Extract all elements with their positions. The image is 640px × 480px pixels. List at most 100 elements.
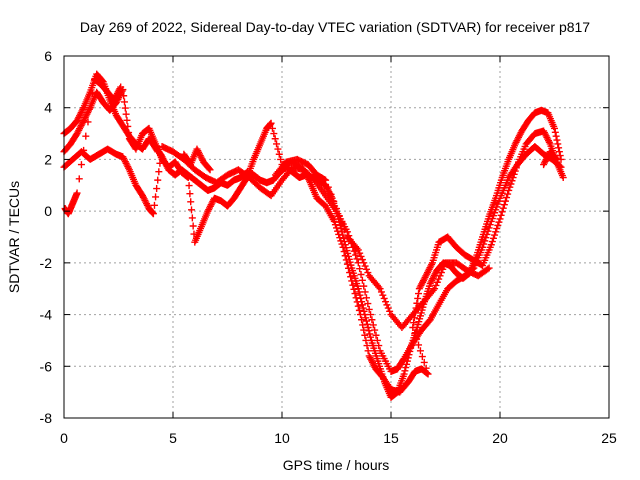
- x-tick-label: 15: [383, 430, 399, 446]
- data-point: [402, 364, 410, 372]
- data-point: [75, 175, 83, 183]
- data-point: [364, 300, 372, 308]
- y-tick-label: -4: [40, 307, 53, 323]
- data-point: [491, 231, 499, 239]
- data-point: [362, 336, 370, 344]
- data-point: [480, 240, 488, 248]
- data-point: [348, 277, 356, 285]
- data-point: [277, 155, 285, 163]
- data-point: [356, 291, 364, 299]
- data-point: [424, 370, 432, 378]
- data-point: [498, 208, 506, 216]
- data-point: [383, 301, 391, 309]
- data-point: [367, 333, 375, 341]
- data-point: [123, 116, 131, 124]
- data-point: [86, 104, 94, 112]
- data-point: [435, 275, 443, 283]
- data-point: [555, 148, 563, 156]
- data-point: [555, 144, 563, 152]
- y-tick-label: -2: [40, 255, 53, 271]
- data-point: [341, 226, 349, 234]
- data-point: [357, 252, 365, 260]
- data-point: [187, 198, 195, 206]
- data-point: [413, 335, 421, 343]
- x-tick-label: 25: [601, 430, 617, 446]
- data-point: [360, 282, 368, 290]
- data-point: [483, 230, 491, 238]
- data-point: [431, 285, 439, 293]
- data-point: [437, 269, 445, 277]
- data-point: [358, 256, 366, 264]
- data-point: [373, 336, 381, 344]
- data-point: [349, 281, 357, 289]
- data-point: [85, 105, 93, 113]
- data-point: [368, 316, 376, 324]
- series-track-d: [61, 75, 561, 331]
- data-point: [189, 222, 197, 230]
- data-point: [362, 294, 370, 302]
- data-point: [411, 329, 419, 337]
- data-point: [361, 262, 369, 270]
- data-point: [487, 241, 495, 249]
- data-point: [486, 221, 494, 229]
- data-point: [125, 129, 133, 137]
- data-point: [125, 164, 133, 172]
- data-point: [552, 154, 560, 162]
- data-point: [418, 353, 426, 361]
- x-tick-label: 5: [169, 430, 177, 446]
- data-point: [362, 314, 370, 322]
- data-point: [359, 304, 367, 312]
- data-point: [511, 167, 519, 175]
- data-point: [242, 175, 250, 183]
- x-tick-label: 10: [274, 430, 290, 446]
- data-point: [82, 132, 90, 140]
- data-point: [497, 211, 505, 219]
- data-point: [353, 244, 361, 252]
- data-point: [73, 189, 81, 197]
- data-point: [505, 186, 513, 194]
- data-point: [414, 294, 422, 302]
- data-point: [436, 272, 444, 280]
- plot-frame: [63, 55, 610, 419]
- data-point: [80, 146, 88, 154]
- data-point: [188, 206, 196, 214]
- data-point: [495, 218, 503, 226]
- data-point: [335, 230, 343, 238]
- data-point: [337, 237, 345, 245]
- data-point: [333, 224, 340, 232]
- data-point: [335, 212, 343, 220]
- data-point: [400, 370, 408, 378]
- data-point: [354, 302, 362, 310]
- data-point: [351, 290, 359, 298]
- data-point: [556, 152, 564, 160]
- data-point: [356, 265, 364, 273]
- data-point: [485, 224, 493, 232]
- data-point: [88, 89, 96, 97]
- data-point: [154, 176, 162, 184]
- data-point: [506, 183, 514, 191]
- data-point: [154, 148, 162, 156]
- data-point: [341, 252, 349, 260]
- series-track-c: [60, 86, 567, 396]
- data-point: [500, 201, 508, 209]
- data-point: [365, 305, 373, 313]
- data-point: [273, 140, 281, 148]
- data-point: [271, 135, 279, 143]
- data-point: [379, 291, 387, 299]
- data-point: [552, 132, 560, 140]
- data-point: [360, 259, 368, 267]
- data-point: [494, 221, 502, 229]
- y-tick-label: 0: [44, 203, 52, 219]
- data-point: [149, 210, 157, 218]
- data-point: [267, 119, 275, 127]
- data-point: [364, 347, 372, 355]
- data-point: [559, 174, 567, 182]
- data-point: [510, 170, 518, 178]
- data-point: [366, 330, 374, 338]
- data-point: [347, 273, 355, 281]
- data-point: [375, 283, 383, 291]
- data-point: [355, 288, 363, 296]
- axis-ticks: 0 5 10 15 20 25 -8 -6 -4 -2 0 2 4 6: [40, 48, 617, 446]
- data-point: [367, 311, 375, 319]
- data-point: [336, 234, 344, 242]
